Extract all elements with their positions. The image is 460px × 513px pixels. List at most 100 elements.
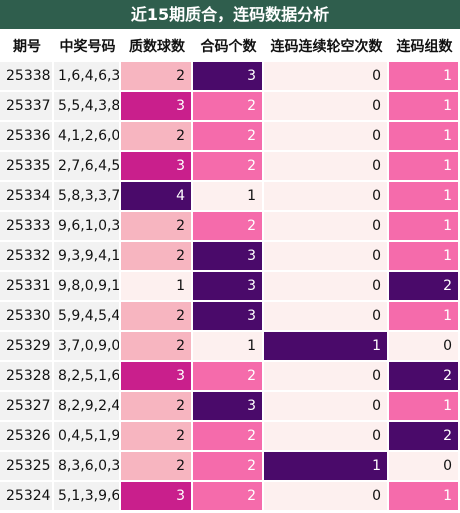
cell-prime-count: 2: [121, 62, 193, 92]
cell-consecutive-groups: 1: [389, 212, 460, 242]
cell-composite-count: 2: [193, 452, 264, 482]
cell-period: 25334: [0, 182, 54, 212]
header-winning-numbers: 中奖号码: [54, 29, 121, 62]
data-table: 期号 中奖号码 质数球数 合码个数 连码连续轮空次数 连码组数 25338 1,6…: [0, 29, 460, 512]
table-row: 25335 2,7,6,4,5 3 2 0 1: [0, 152, 460, 182]
cell-winning-numbers: 2,7,6,4,5: [54, 152, 121, 182]
cell-period: 25330: [0, 302, 54, 332]
cell-prime-count: 3: [121, 362, 193, 392]
header-consecutive-gap: 连码连续轮空次数: [264, 29, 389, 62]
cell-composite-count: 2: [193, 362, 264, 392]
cell-composite-count: 2: [193, 482, 264, 512]
cell-period: 25326: [0, 422, 54, 452]
cell-prime-count: 2: [121, 452, 193, 482]
cell-period: 25329: [0, 332, 54, 362]
cell-period: 25325: [0, 452, 54, 482]
cell-winning-numbers: 5,1,3,9,6: [54, 482, 121, 512]
cell-period: 25332: [0, 242, 54, 272]
cell-consecutive-gap: 1: [264, 332, 389, 362]
cell-winning-numbers: 0,4,5,1,9: [54, 422, 121, 452]
table-row: 25327 8,2,9,2,4 2 3 0 1: [0, 392, 460, 422]
cell-consecutive-gap: 0: [264, 122, 389, 152]
header-prime-count: 质数球数: [121, 29, 193, 62]
cell-composite-count: 1: [193, 332, 264, 362]
cell-consecutive-gap: 0: [264, 212, 389, 242]
cell-composite-count: 3: [193, 272, 264, 302]
cell-consecutive-gap: 0: [264, 62, 389, 92]
page-title: 近15期质合，连码数据分析: [0, 0, 460, 29]
cell-prime-count: 1: [121, 272, 193, 302]
cell-consecutive-groups: 2: [389, 362, 460, 392]
cell-consecutive-groups: 2: [389, 422, 460, 452]
cell-winning-numbers: 4,1,2,6,0: [54, 122, 121, 152]
cell-consecutive-gap: 1: [264, 452, 389, 482]
cell-consecutive-gap: 0: [264, 242, 389, 272]
cell-winning-numbers: 1,6,4,6,3: [54, 62, 121, 92]
cell-period: 25327: [0, 392, 54, 422]
table-row: 25334 5,8,3,3,7 4 1 0 1: [0, 182, 460, 212]
cell-consecutive-groups: 2: [389, 272, 460, 302]
table-row: 25328 8,2,5,1,6 3 2 0 2: [0, 362, 460, 392]
cell-period: 25331: [0, 272, 54, 302]
cell-composite-count: 3: [193, 62, 264, 92]
cell-consecutive-gap: 0: [264, 92, 389, 122]
table-row: 25330 5,9,4,5,4 2 3 0 1: [0, 302, 460, 332]
cell-prime-count: 2: [121, 332, 193, 362]
header-period: 期号: [0, 29, 54, 62]
cell-winning-numbers: 9,3,9,4,1: [54, 242, 121, 272]
cell-composite-count: 2: [193, 212, 264, 242]
cell-period: 25336: [0, 122, 54, 152]
cell-consecutive-groups: 1: [389, 392, 460, 422]
table-row: 25325 8,3,6,0,3 2 2 1 0: [0, 452, 460, 482]
cell-consecutive-gap: 0: [264, 362, 389, 392]
cell-composite-count: 3: [193, 302, 264, 332]
cell-winning-numbers: 5,8,3,3,7: [54, 182, 121, 212]
cell-consecutive-groups: 1: [389, 302, 460, 332]
table-row: 25336 4,1,2,6,0 2 2 0 1: [0, 122, 460, 152]
cell-prime-count: 2: [121, 422, 193, 452]
table-row: 25338 1,6,4,6,3 2 3 0 1: [0, 62, 460, 92]
cell-composite-count: 1: [193, 182, 264, 212]
cell-prime-count: 2: [121, 302, 193, 332]
cell-consecutive-gap: 0: [264, 302, 389, 332]
cell-prime-count: 2: [121, 242, 193, 272]
cell-prime-count: 2: [121, 212, 193, 242]
cell-consecutive-groups: 1: [389, 182, 460, 212]
cell-winning-numbers: 8,2,5,1,6: [54, 362, 121, 392]
cell-composite-count: 2: [193, 152, 264, 182]
cell-winning-numbers: 9,6,1,0,3: [54, 212, 121, 242]
cell-consecutive-groups: 0: [389, 452, 460, 482]
cell-prime-count: 2: [121, 122, 193, 152]
table-row: 25329 3,7,0,9,0 2 1 1 0: [0, 332, 460, 362]
cell-consecutive-gap: 0: [264, 272, 389, 302]
cell-composite-count: 2: [193, 422, 264, 452]
table-body: 25338 1,6,4,6,3 2 3 0 1 25337 5,5,4,3,8 3 2 0 1 2533…: [0, 62, 460, 512]
cell-period: 25338: [0, 62, 54, 92]
cell-composite-count: 2: [193, 122, 264, 152]
cell-consecutive-gap: 0: [264, 182, 389, 212]
cell-consecutive-groups: 1: [389, 62, 460, 92]
cell-winning-numbers: 9,8,0,9,1: [54, 272, 121, 302]
cell-prime-count: 3: [121, 152, 193, 182]
cell-winning-numbers: 3,7,0,9,0: [54, 332, 121, 362]
table-row: 25324 5,1,3,9,6 3 2 0 1: [0, 482, 460, 512]
cell-period: 25337: [0, 92, 54, 122]
cell-composite-count: 2: [193, 92, 264, 122]
cell-winning-numbers: 5,5,4,3,8: [54, 92, 121, 122]
cell-consecutive-groups: 1: [389, 92, 460, 122]
cell-composite-count: 3: [193, 392, 264, 422]
cell-winning-numbers: 8,2,9,2,4: [54, 392, 121, 422]
cell-consecutive-groups: 1: [389, 122, 460, 152]
table-row: 25326 0,4,5,1,9 2 2 0 2: [0, 422, 460, 452]
cell-consecutive-groups: 1: [389, 482, 460, 512]
table-row: 25331 9,8,0,9,1 1 3 0 2: [0, 272, 460, 302]
cell-prime-count: 4: [121, 182, 193, 212]
table-row: 25337 5,5,4,3,8 3 2 0 1: [0, 92, 460, 122]
header-composite-count: 合码个数: [193, 29, 264, 62]
cell-consecutive-gap: 0: [264, 152, 389, 182]
cell-prime-count: 3: [121, 92, 193, 122]
cell-consecutive-groups: 0: [389, 332, 460, 362]
cell-consecutive-gap: 0: [264, 422, 389, 452]
cell-period: 25324: [0, 482, 54, 512]
